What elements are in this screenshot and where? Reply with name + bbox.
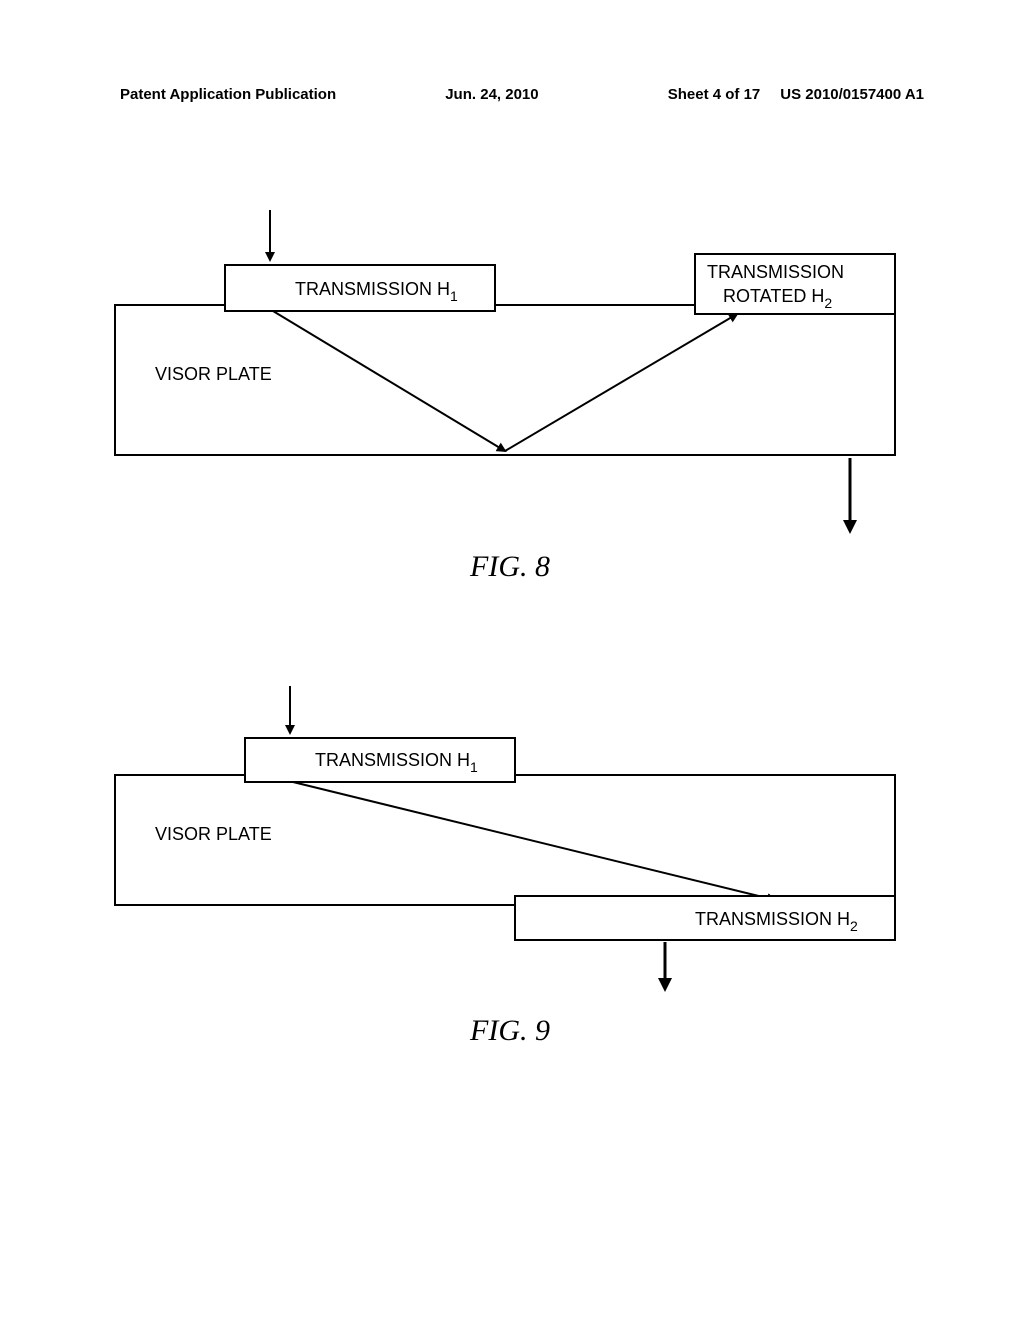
- header-left: Patent Application Publication: [120, 86, 336, 103]
- figure-9-svg: VISOR PLATE TRANSMISSION H1 TRANSMISSION…: [105, 680, 915, 1010]
- figure-8-caption: FIG. 8: [105, 550, 915, 584]
- figure-8: VISOR PLATE TRANSMISSION H1 TRANSMISSION…: [105, 200, 915, 584]
- figure-9-caption: FIG. 9: [105, 1014, 915, 1048]
- figure-8-svg: VISOR PLATE TRANSMISSION H1 TRANSMISSION…: [105, 200, 915, 540]
- figure-9: VISOR PLATE TRANSMISSION H1 TRANSMISSION…: [105, 680, 915, 1048]
- header-publication-number: US 2010/0157400 A1: [780, 86, 924, 103]
- visor-plate-label: VISOR PLATE: [155, 824, 272, 844]
- transmission-h2-label-line1: TRANSMISSION: [707, 262, 844, 282]
- page: Patent Application Publication Jun. 24, …: [0, 0, 1024, 1320]
- header-sheet: Sheet 4 of 17: [668, 86, 761, 103]
- visor-plate-label: VISOR PLATE: [155, 364, 272, 384]
- header-row: Patent Application Publication Jun. 24, …: [120, 86, 924, 103]
- header-date: Jun. 24, 2010: [445, 86, 538, 103]
